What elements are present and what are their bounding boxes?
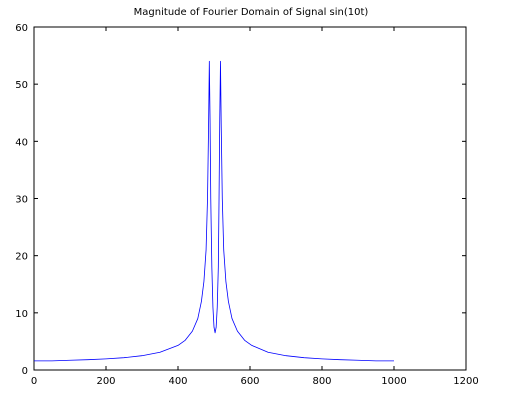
x-tick-label: 600 [240, 376, 259, 387]
x-tick-label: 0 [31, 376, 37, 387]
series-layer [34, 60, 394, 362]
y-tick-label: 50 [15, 80, 28, 91]
y-tick-label: 20 [15, 252, 28, 263]
series-line [34, 60, 394, 362]
x-tick-label: 200 [96, 376, 115, 387]
y-tick-label: 0 [22, 366, 28, 377]
x-tick-label: 1000 [381, 376, 406, 387]
y-tick-label: 60 [15, 23, 28, 34]
chart-title: Magnitude of Fourier Domain of Signal si… [134, 7, 369, 18]
x-tick-label: 400 [168, 376, 187, 387]
ticks-layer: 0 200 400 600 800 1000 1200 0 10 20 30 40 50 60 [15, 23, 478, 387]
x-tick-label: 1200 [453, 376, 478, 387]
y-tick-label: 30 [15, 195, 28, 206]
y-tick-label: 10 [15, 309, 28, 320]
y-tick-label: 40 [15, 137, 28, 148]
x-tick-label: 800 [312, 376, 331, 387]
